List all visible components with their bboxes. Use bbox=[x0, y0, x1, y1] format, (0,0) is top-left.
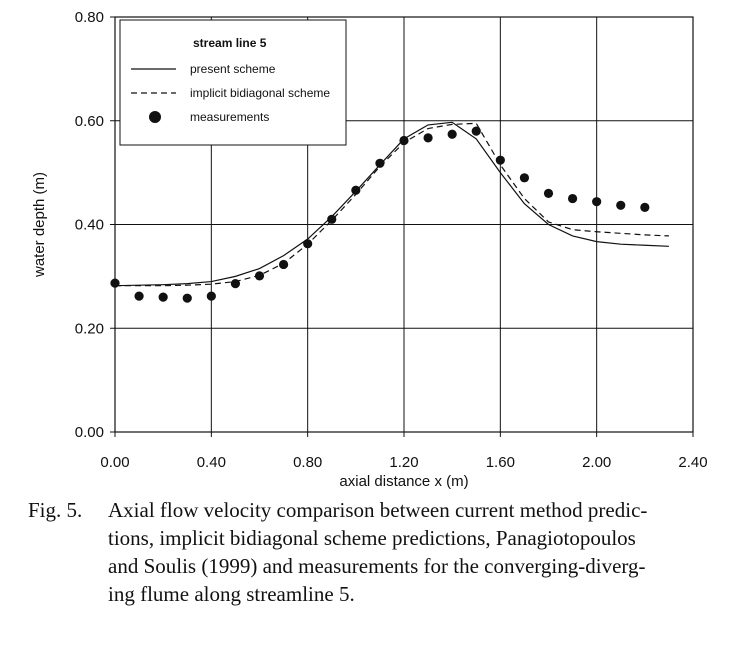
implicit-bidiagonal-line bbox=[115, 122, 669, 287]
measurement-point bbox=[375, 158, 385, 168]
legend-items: present scheme implicit bidiagonal scheme… bbox=[131, 62, 330, 124]
legend-label: present scheme bbox=[190, 62, 276, 76]
figure-label: Fig. 5. bbox=[28, 498, 83, 522]
measurement-point bbox=[543, 188, 554, 198]
measurement-point bbox=[519, 173, 530, 183]
measurement-point bbox=[134, 291, 144, 301]
x-tick-label: 1.20 bbox=[389, 454, 418, 471]
y-tick-label: 0.40 bbox=[75, 217, 104, 234]
measurement-point bbox=[327, 214, 337, 224]
measurement-point bbox=[206, 291, 216, 301]
x-tick-label: 0.00 bbox=[100, 454, 129, 471]
measurement-point bbox=[278, 259, 289, 270]
chart: 0.00 0.40 0.80 1.20 1.60 2.00 2.40 0.00 0.20 0.4… bbox=[31, 9, 708, 490]
y-tick-label: 0.80 bbox=[75, 9, 104, 26]
measurement-point bbox=[351, 185, 361, 195]
legend-title: stream line 5 bbox=[193, 36, 267, 50]
measurement-point bbox=[182, 293, 192, 303]
y-tick-label: 0.20 bbox=[75, 320, 104, 337]
legend-box bbox=[119, 19, 347, 146]
measurement-point bbox=[447, 129, 457, 139]
x-tick-label: 0.40 bbox=[197, 454, 226, 471]
measurement-point bbox=[230, 279, 241, 289]
caption-line: Axial flow velocity comparison between c… bbox=[108, 498, 648, 522]
legend: stream line 5 present scheme implicit bid… bbox=[119, 19, 347, 146]
measurement-point bbox=[616, 200, 626, 210]
x-tick-label: 2.40 bbox=[678, 454, 707, 471]
measurement-point bbox=[254, 271, 265, 281]
measurement-point bbox=[303, 239, 313, 249]
legend-label: measurements bbox=[190, 110, 269, 124]
measurement-point bbox=[110, 278, 120, 288]
legend-marker-symbol bbox=[149, 111, 161, 123]
measurement-point bbox=[495, 155, 505, 165]
measurement-point bbox=[158, 292, 168, 302]
x-tick-label: 0.80 bbox=[293, 454, 322, 471]
legend-label: implicit bidiagonal scheme bbox=[190, 86, 330, 100]
caption-text: Axial flow velocity comparison between c… bbox=[108, 496, 718, 608]
series-solid bbox=[114, 121, 669, 287]
measurement-point bbox=[592, 197, 602, 207]
caption-line: ing flume along streamline 5. bbox=[108, 582, 355, 606]
x-axis-title: axial distance x (m) bbox=[339, 473, 468, 490]
series-dashed bbox=[115, 122, 669, 287]
measurement-point bbox=[399, 135, 409, 146]
caption-line: tions, implicit bidiagonal scheme predic… bbox=[108, 526, 636, 550]
measurement-point bbox=[423, 133, 433, 143]
series-layer bbox=[110, 121, 669, 303]
series-markers bbox=[110, 126, 650, 303]
present-scheme-line bbox=[114, 121, 669, 287]
y-tick-label: 0.60 bbox=[75, 113, 104, 130]
measurement-point bbox=[567, 193, 578, 204]
measurement-point bbox=[640, 202, 650, 212]
y-axis: 0.00 0.20 0.40 0.60 0.80 bbox=[75, 9, 115, 441]
x-tick-label: 2.00 bbox=[582, 454, 611, 471]
x-axis: 0.00 0.40 0.80 1.20 1.60 2.00 2.40 bbox=[100, 432, 708, 471]
y-axis-title: water depth (m) bbox=[31, 172, 48, 278]
x-tick-label: 1.60 bbox=[486, 454, 515, 471]
y-tick-label: 0.00 bbox=[75, 424, 104, 441]
measurement-point bbox=[471, 126, 481, 136]
caption-line: and Soulis (1999) and measurements for t… bbox=[108, 554, 646, 578]
